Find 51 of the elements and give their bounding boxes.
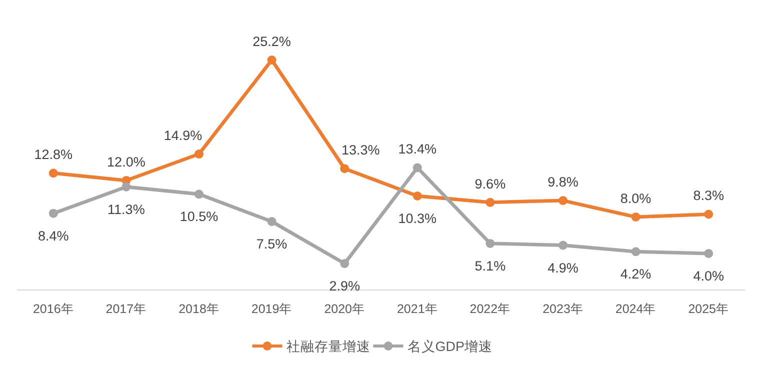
point xyxy=(340,259,350,268)
legend-label: 名义GDP增速 xyxy=(407,339,493,354)
data-label: 9.6% xyxy=(474,176,506,192)
point xyxy=(412,163,422,172)
data-label: 12.0% xyxy=(107,154,146,170)
x-tick-label: 2016年 xyxy=(32,302,74,316)
data-label: 2.9% xyxy=(329,278,360,294)
x-tick-label: 2024年 xyxy=(615,302,656,316)
point xyxy=(631,212,640,222)
point xyxy=(267,56,276,64)
point xyxy=(340,164,350,174)
point xyxy=(48,208,58,218)
point xyxy=(486,198,495,207)
data-label: 4.2% xyxy=(620,266,652,282)
data-label: 12.8% xyxy=(34,147,73,162)
data-label: 5.1% xyxy=(474,258,506,274)
point xyxy=(704,248,714,258)
point xyxy=(48,168,58,178)
data-label: 9.8% xyxy=(548,174,578,190)
data-label: 14.9% xyxy=(164,128,202,144)
point xyxy=(558,196,568,206)
x-tick-label: 2022年 xyxy=(470,302,511,316)
data-label: 11.3% xyxy=(108,202,145,217)
data-label: 8.4% xyxy=(38,228,69,244)
data-label: 13.4% xyxy=(398,142,437,157)
data-label: 7.5% xyxy=(256,236,288,252)
x-tick-label: 2021年 xyxy=(396,302,438,316)
point xyxy=(558,240,568,250)
data-label: 4.9% xyxy=(548,260,578,276)
x-tick-label: 2017年 xyxy=(106,302,147,316)
legend-label: 社融存量增速 xyxy=(286,339,370,354)
data-label: 10.3% xyxy=(398,210,437,226)
point xyxy=(631,247,640,256)
point xyxy=(122,182,131,192)
data-label: 8.3% xyxy=(693,188,724,204)
x-tick-label: 2019年 xyxy=(251,302,292,316)
data-label: 4.0% xyxy=(693,268,724,284)
data-label: 10.5% xyxy=(180,209,218,224)
x-tick-label: 2020年 xyxy=(324,302,366,316)
point xyxy=(267,217,276,226)
x-tick-label: 2023年 xyxy=(542,302,584,316)
point xyxy=(412,191,422,200)
data-label: 13.3% xyxy=(341,142,380,158)
point xyxy=(486,238,495,248)
point xyxy=(194,150,204,159)
point xyxy=(194,190,204,199)
point xyxy=(704,210,714,219)
data-label: 25.2% xyxy=(252,34,291,49)
data-label: 8.0% xyxy=(620,190,652,206)
x-tick-label: 2018年 xyxy=(178,302,220,316)
x-tick-label: 2025年 xyxy=(688,302,730,316)
